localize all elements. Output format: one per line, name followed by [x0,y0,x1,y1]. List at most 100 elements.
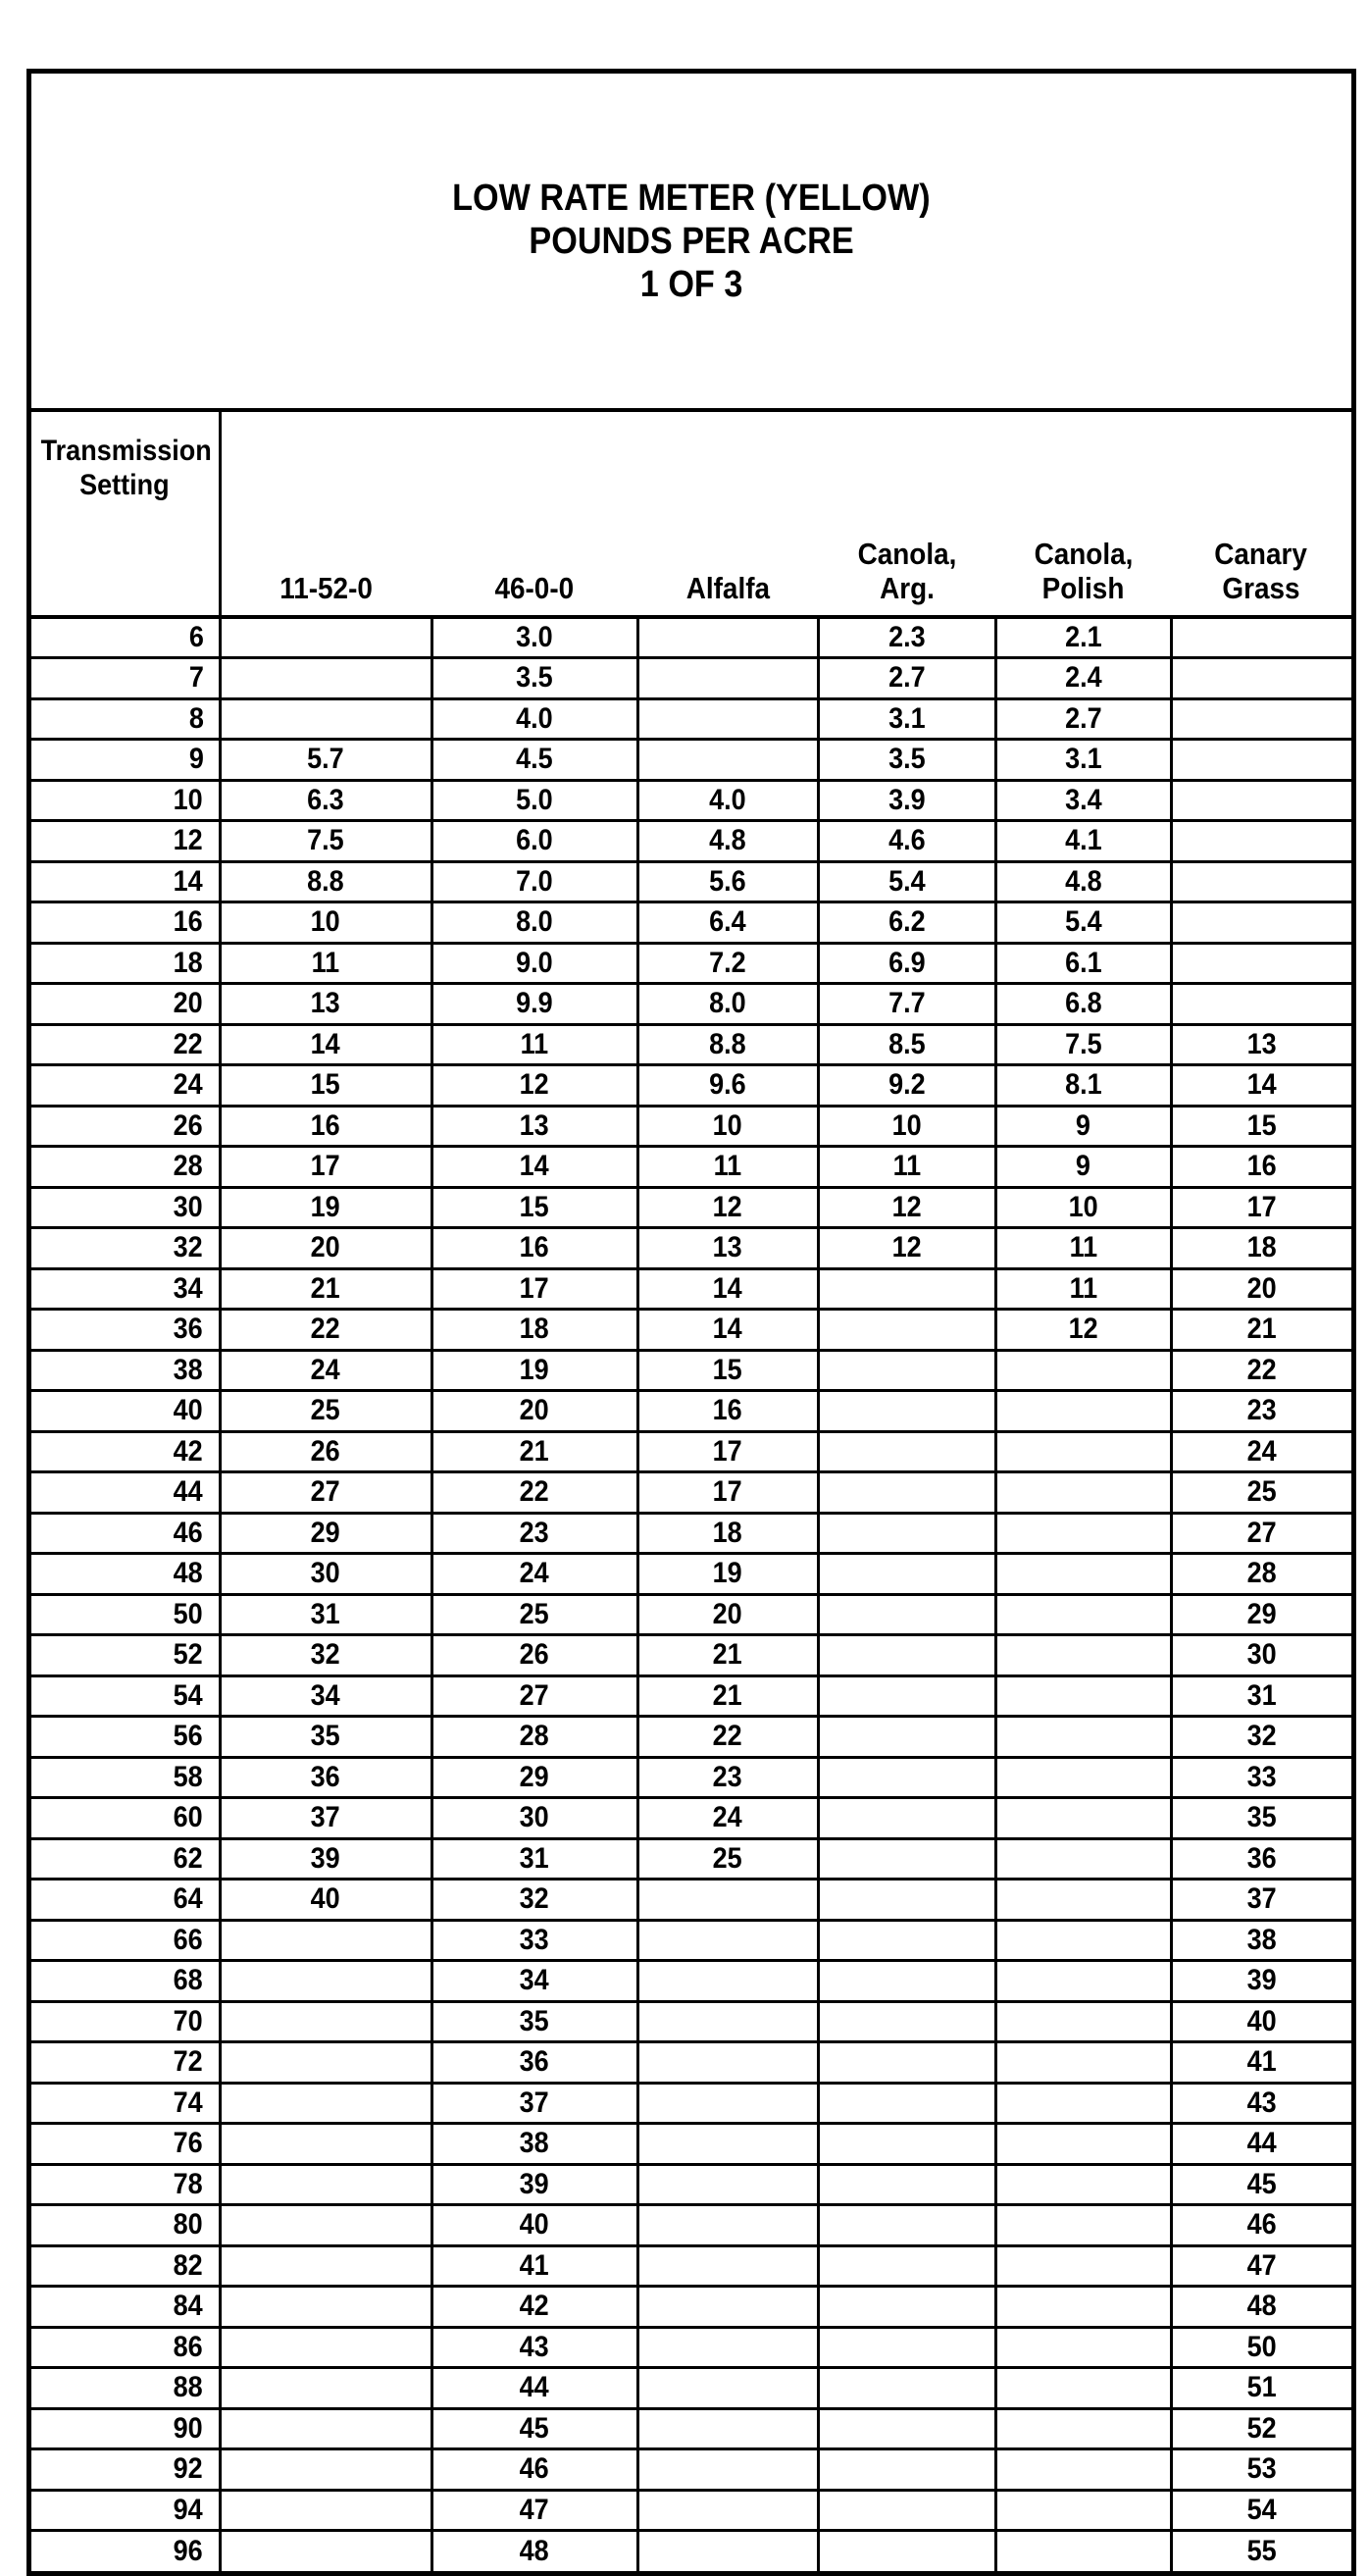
cell-canola-arg [816,1266,997,1311]
cell-canary-grass: 23 [1169,1389,1351,1433]
cell-value: 8.0 [709,987,746,1020]
cell-canola-polish [993,2488,1173,2532]
cell-value: 32 [173,1231,203,1264]
cell-value: 20 [519,1394,550,1427]
cell-canola-polish: 9 [993,1145,1173,1189]
cell-value: 34 [310,1678,341,1712]
cell-value: 4.6 [887,824,926,857]
cell-canola-arg [816,1308,997,1352]
table-row: 84 42 48 [31,2285,1351,2329]
cell-value: 21 [712,1678,743,1712]
cell-11-52-0: 37 [218,1796,433,1840]
cell-canola-arg: 11 [816,1145,997,1189]
cell-value: 33 [519,1923,550,1956]
cell-value: 14 [310,1027,341,1060]
cell-transmission-setting: 20 [31,982,222,1026]
cell-11-52-0: 27 [218,1470,433,1515]
cell-11-52-0: 5.7 [218,738,433,782]
table-row: 50 31 25 20 29 [31,1592,1351,1636]
cell-transmission-setting: 38 [31,1348,222,1392]
column-header-text: Setting [79,469,170,501]
cell-value: 46 [1246,2208,1277,2241]
cell-alfalfa [635,1918,820,1962]
cell-canola-arg: 12 [816,1226,997,1270]
cell-alfalfa [635,615,820,659]
cell-value: 12 [173,824,203,857]
cell-46-0-0: 9.0 [430,941,639,985]
cell-value: 50 [1246,2330,1277,2363]
cell-transmission-setting: 46 [31,1511,222,1555]
cell-value: 14 [712,1313,743,1346]
cell-canary-grass: 14 [1169,1063,1351,1108]
cell-value: 2.3 [887,621,926,653]
cell-46-0-0: 11 [430,1022,639,1066]
cell-alfalfa: 8.8 [635,1022,820,1066]
cell-value: 3.1 [1064,743,1102,776]
cell-value: 38 [1246,1923,1277,1956]
cell-11-52-0 [218,2529,433,2571]
cell-canola-arg [816,2325,997,2369]
cell-transmission-setting: 12 [31,819,222,863]
cell-value: 68 [173,1964,203,1997]
table-row: 22 14 11 8.8 8.5 7.5 13 [31,1022,1351,1066]
cell-46-0-0: 5.0 [430,778,639,822]
cell-alfalfa [635,2285,820,2329]
cell-canary-grass: 47 [1169,2243,1351,2288]
table-row: 36 22 18 14 12 21 [31,1308,1351,1352]
cell-value: 20 [712,1597,743,1630]
cell-canola-polish: 12 [993,1308,1173,1352]
cell-transmission-setting: 88 [31,2366,222,2410]
cell-canola-arg: 3.1 [816,696,997,741]
cell-canola-arg [816,1674,997,1718]
cell-value: 27 [519,1678,550,1712]
cell-canola-arg [816,2203,997,2247]
cell-alfalfa: 4.8 [635,819,820,863]
cell-46-0-0: 3.0 [430,615,639,659]
cell-46-0-0: 44 [430,2366,639,2410]
table-row: 52 32 26 21 30 [31,1633,1351,1677]
cell-11-52-0 [218,1918,433,1962]
cell-alfalfa: 20 [635,1592,820,1636]
cell-value: 45 [519,2411,550,2445]
cell-11-52-0 [218,2325,433,2369]
table-row: 68 34 39 [31,1959,1351,2003]
cell-value: 10 [310,905,341,939]
cell-canola-polish: 5.4 [993,901,1173,945]
cell-value: 42 [519,2290,550,2323]
cell-11-52-0: 39 [218,1836,433,1880]
cell-11-52-0 [218,1999,433,2043]
table-row: 26 16 13 10 10 9 15 [31,1104,1351,1148]
cell-alfalfa: 15 [635,1348,820,1392]
cell-canary-grass [1169,901,1351,945]
column-header-11-52-0: 11-52-0 [220,412,431,619]
title-line-1: LOW RATE METER (YELLOW) [452,177,931,219]
cell-value: 37 [519,2086,550,2119]
cell-canola-arg [816,2122,997,2166]
cell-transmission-setting: 80 [31,2203,222,2247]
cell-canary-grass [1169,738,1351,782]
cell-canola-polish: 8.1 [993,1063,1173,1108]
cell-11-52-0: 6.3 [218,778,433,822]
cell-11-52-0 [218,2488,433,2532]
cell-value: 21 [712,1638,743,1672]
cell-canola-polish [993,1796,1173,1840]
cell-canary-grass: 32 [1169,1715,1351,1759]
cell-canola-arg: 9.2 [816,1063,997,1108]
cell-value: 78 [173,2167,203,2200]
cell-value: 40 [1246,2004,1277,2037]
cell-value: 19 [519,1353,550,1386]
cell-transmission-setting: 90 [31,2406,222,2450]
table-row: 66 33 38 [31,1918,1351,1962]
cell-transmission-setting: 9 [31,738,222,782]
cell-value: 18 [1246,1231,1277,1264]
cell-canola-polish [993,2162,1173,2206]
cell-11-52-0: 22 [218,1308,433,1352]
cell-transmission-setting: 42 [31,1429,222,1473]
cell-canola-polish [993,1511,1173,1555]
table-row: 86 43 50 [31,2325,1351,2369]
column-header-text: Transmission [40,435,212,467]
cell-46-0-0: 6.0 [430,819,639,863]
cell-value: 36 [1246,1841,1277,1875]
cell-transmission-setting: 84 [31,2285,222,2329]
cell-value: 24 [173,1068,203,1102]
